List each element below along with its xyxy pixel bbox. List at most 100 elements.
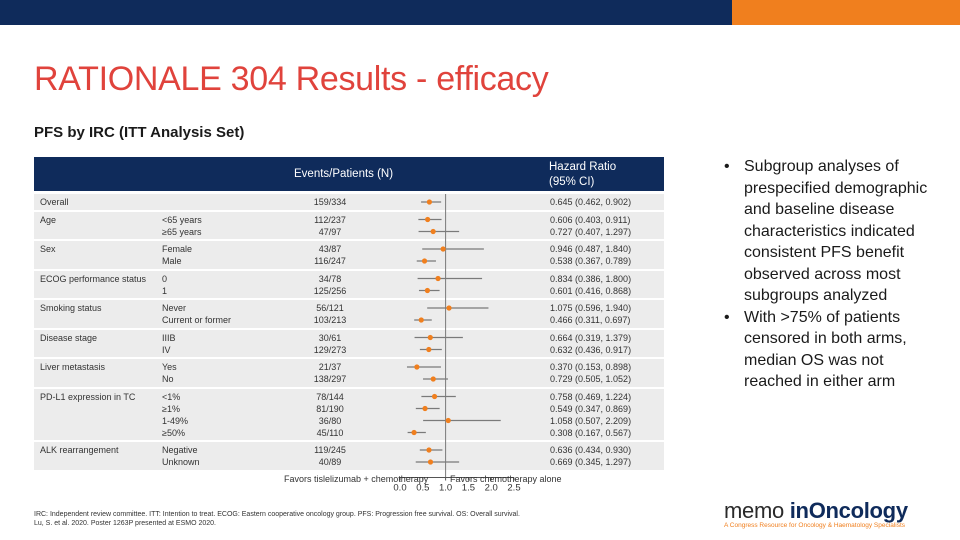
bullet-text: With >75% of patients censored in both a… [744, 308, 907, 391]
x-axis-tick-label: 2.0 [485, 483, 498, 494]
hazard-ratio-point [425, 216, 431, 223]
logo-memo: memo [724, 498, 784, 523]
x-axis-tick-label: 1.5 [462, 483, 475, 494]
x-axis-tick-label: 0.5 [416, 483, 429, 494]
hazard-ratio-point [426, 199, 433, 205]
hazard-ratio-value: 0.834 (0.386, 1.800) [550, 273, 632, 284]
hazard-ratio-value: 0.370 (0.153, 0.898) [550, 362, 632, 372]
hazard-ratio-value: 1.075 (0.596, 1.940) [550, 303, 632, 313]
subgroup-level: Yes [162, 362, 177, 372]
subgroup-row [34, 194, 664, 210]
hazard-ratio-point [431, 393, 438, 400]
subgroup-level: 1 [162, 285, 168, 296]
subgroup-row [34, 241, 664, 269]
hazard-ratio-value: 0.606 (0.403, 0.911) [550, 214, 631, 225]
hazard-ratio-point [427, 334, 433, 341]
key-findings: • Subgroup analyses of prespecified demog… [720, 156, 940, 393]
subgroup-level: <65 years [162, 214, 202, 225]
events-patients-value: 40/89 [318, 457, 342, 467]
bullet-dot-icon: • [724, 308, 730, 326]
top-bar-orange [732, 0, 960, 25]
x-axis-tick-label: 2.5 [507, 483, 520, 494]
subgroup-row [34, 388, 664, 440]
events-patients-value: 125/256 [313, 285, 347, 296]
memo-inoncology-logo: memo inOncology A Congress Resource for … [724, 498, 908, 529]
events-patients-value: 45/110 [316, 427, 344, 438]
hazard-ratio-value: 0.727 (0.407, 1.297) [550, 226, 632, 237]
hazard-ratio-point [414, 364, 420, 370]
hazard-ratio-value: 0.664 (0.319, 1.379) [550, 332, 632, 343]
subgroup-row [34, 329, 664, 357]
events-patients-value: 78/144 [316, 391, 344, 402]
hazard-ratio-value: 0.601 (0.416, 0.868) [550, 285, 632, 296]
hazard-ratio-value: 0.538 (0.367, 0.789) [550, 256, 632, 266]
subgroup-category: ECOG performance status [40, 273, 147, 284]
subgroup-level: Current or former [162, 315, 232, 325]
hazard-ratio-point [411, 429, 417, 436]
hazard-ratio-point [427, 459, 434, 465]
subgroup-level: ≥1% [162, 403, 180, 414]
hazard-ratio-point [418, 317, 424, 323]
hazard-ratio-point [435, 275, 441, 282]
slide-subtitle: PFS by IRC (ITT Analysis Set) [34, 124, 245, 141]
subgroup-row [34, 300, 664, 328]
hazard-ratio-point [426, 447, 432, 453]
events-patients-value: 81/190 [316, 403, 344, 414]
x-axis-tick-label: 0.0 [393, 483, 406, 494]
subgroup-level: 0 [162, 273, 168, 284]
subgroup-category: Sex [40, 244, 56, 254]
events-patients-value: 36/80 [318, 415, 342, 426]
header-events: Events/Patients (N) [294, 168, 394, 180]
hazard-ratio-value: 0.632 (0.436, 0.917) [550, 344, 632, 355]
subgroup-category: Smoking status [40, 303, 102, 313]
events-patients-value: 159/334 [313, 197, 347, 207]
subgroup-category: Disease stage [40, 332, 98, 343]
hazard-ratio-value: 0.729 (0.505, 1.052) [550, 374, 632, 384]
favors-right-label: Favors chemotherapy alone [450, 474, 562, 484]
events-patients-value: 47/97 [318, 226, 342, 237]
events-patients-value: 56/121 [316, 303, 344, 313]
events-patients-value: 129/273 [313, 344, 347, 355]
footnote-line1: IRC: Independent review committee. ITT: … [34, 511, 520, 518]
slide-title: RATIONALE 304 Results - efficacy [34, 60, 549, 98]
events-patients-value: 116/247 [314, 256, 346, 266]
subgroup-level: Negative [162, 445, 198, 455]
footnote: IRC: Independent review committee. ITT: … [34, 510, 520, 528]
header-hr-line1: Hazard Ratio [549, 161, 617, 173]
hazard-ratio-point [446, 305, 452, 311]
hazard-ratio-value: 0.758 (0.469, 1.224) [550, 391, 632, 402]
hazard-ratio-point [440, 246, 446, 252]
events-patients-value: 21/37 [318, 362, 342, 372]
events-patients-value: 103/213 [313, 315, 347, 325]
hazard-ratio-value: 0.466 (0.311, 0.697) [550, 315, 631, 325]
table-header [34, 157, 544, 191]
subgroup-level: No [162, 374, 174, 384]
subgroup-level: Female [162, 244, 193, 254]
subgroup-level: 1-49% [162, 415, 189, 426]
subgroup-category: PD-L1 expression in TC [40, 391, 136, 402]
footnote-line2: Lu, S. et al. 2020. Poster 1263P present… [34, 520, 216, 527]
subgroup-level: <1% [162, 391, 181, 402]
events-patients-value: 112/237 [314, 214, 346, 225]
favors-left-label: Favors tislelizumab + chemotherapy [284, 474, 429, 484]
logo-tagline: A Congress Resource for Oncology & Haema… [724, 522, 906, 529]
hazard-ratio-value: 0.946 (0.487, 1.840) [550, 244, 632, 254]
subgroup-level: IV [162, 344, 171, 355]
events-patients-value: 30/61 [318, 332, 342, 343]
header-hazard-ratio: Hazard Ratio (95% CI) [544, 157, 664, 191]
bullet-text: Subgroup analyses of prespecified demogr… [744, 158, 928, 304]
subgroup-category: Overall [40, 197, 69, 207]
subgroup-level: Unknown [162, 457, 200, 467]
subgroup-row [34, 270, 664, 298]
hazard-ratio-point [430, 376, 436, 382]
hazard-ratio-point [421, 258, 428, 264]
bullet-dot-icon: • [724, 158, 730, 175]
bullet-item: • With >75% of patients censored in both … [720, 307, 940, 393]
hazard-ratio-value: 0.549 (0.347, 0.869) [550, 403, 632, 414]
subgroup-category: ALK rearrangement [40, 445, 119, 455]
hazard-ratio-value: 1.058 (0.507, 2.209) [550, 415, 632, 426]
subgroup-row [34, 442, 664, 470]
header-hr-line2: (95% CI) [549, 176, 595, 188]
subgroup-level: Never [162, 303, 187, 313]
